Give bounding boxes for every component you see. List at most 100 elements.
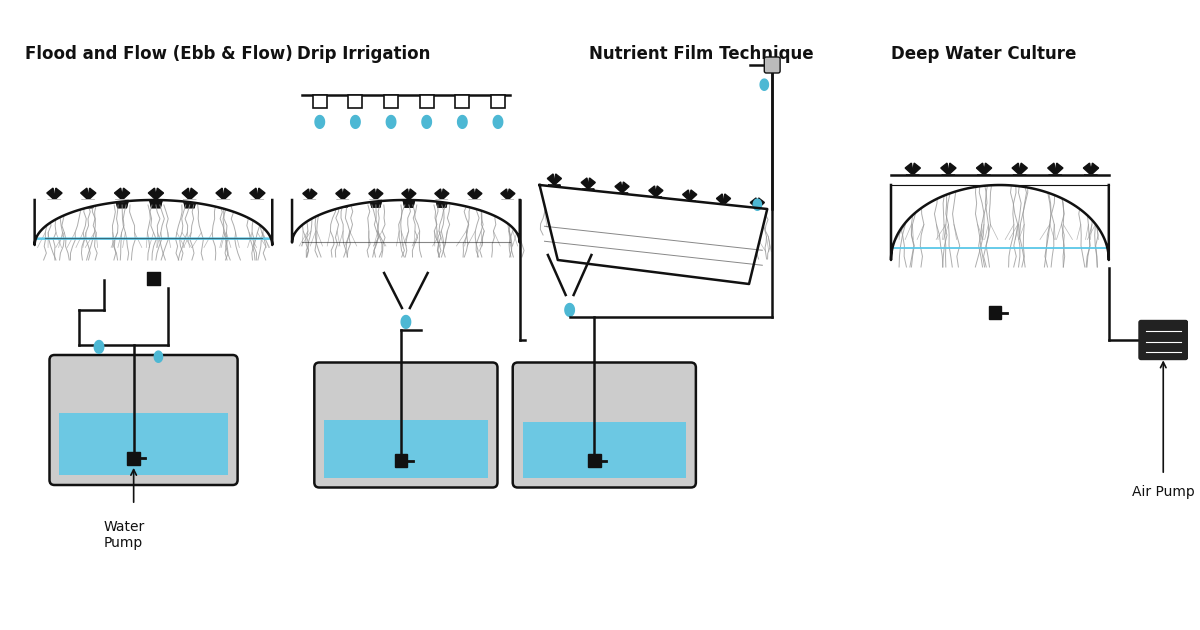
Polygon shape <box>89 188 96 200</box>
Bar <box>989 307 1001 319</box>
Polygon shape <box>614 182 622 193</box>
Polygon shape <box>403 200 415 207</box>
Text: Deep Water Culture: Deep Water Culture <box>890 45 1076 63</box>
Polygon shape <box>468 189 475 200</box>
Polygon shape <box>216 188 223 200</box>
Bar <box>523 422 686 478</box>
Polygon shape <box>47 188 54 200</box>
Polygon shape <box>565 304 575 316</box>
Polygon shape <box>500 189 508 200</box>
Polygon shape <box>442 189 449 200</box>
Polygon shape <box>977 163 984 175</box>
Polygon shape <box>1084 163 1091 175</box>
Polygon shape <box>384 273 427 308</box>
Text: Drip Irrigation: Drip Irrigation <box>298 45 431 63</box>
Polygon shape <box>386 115 396 129</box>
Polygon shape <box>336 189 343 200</box>
Text: Nutrient Film Technique: Nutrient Film Technique <box>589 45 814 63</box>
Polygon shape <box>751 209 763 216</box>
FancyBboxPatch shape <box>764 57 780 73</box>
Polygon shape <box>978 175 990 183</box>
Polygon shape <box>436 200 448 207</box>
Bar <box>456 95 469 108</box>
Polygon shape <box>617 193 628 200</box>
Polygon shape <box>554 174 562 185</box>
Text: Air Pump: Air Pump <box>1132 485 1195 499</box>
Polygon shape <box>1091 163 1099 175</box>
Polygon shape <box>941 163 948 175</box>
Polygon shape <box>217 200 230 208</box>
Polygon shape <box>1020 163 1027 175</box>
FancyBboxPatch shape <box>1139 321 1188 360</box>
Polygon shape <box>409 189 416 200</box>
Polygon shape <box>622 182 629 193</box>
Polygon shape <box>368 189 376 200</box>
Polygon shape <box>760 79 768 90</box>
Bar <box>420 95 433 108</box>
Polygon shape <box>302 189 310 200</box>
Polygon shape <box>548 185 560 192</box>
Polygon shape <box>401 316 410 328</box>
Polygon shape <box>184 200 196 208</box>
Polygon shape <box>316 115 324 129</box>
FancyBboxPatch shape <box>512 362 696 488</box>
Polygon shape <box>54 188 62 200</box>
Polygon shape <box>581 178 588 189</box>
Polygon shape <box>337 200 349 207</box>
Polygon shape <box>304 200 316 207</box>
Polygon shape <box>757 198 764 209</box>
Polygon shape <box>257 188 265 200</box>
Polygon shape <box>48 200 61 208</box>
Bar <box>60 413 228 475</box>
Bar <box>348 95 362 108</box>
Polygon shape <box>716 194 724 205</box>
Polygon shape <box>292 200 520 243</box>
Polygon shape <box>548 255 592 295</box>
FancyBboxPatch shape <box>314 362 498 488</box>
Polygon shape <box>582 189 594 196</box>
Polygon shape <box>469 200 481 207</box>
Polygon shape <box>890 185 1109 260</box>
Polygon shape <box>149 188 156 200</box>
Polygon shape <box>1055 163 1063 175</box>
Polygon shape <box>890 248 1109 260</box>
Polygon shape <box>95 341 103 353</box>
Polygon shape <box>190 188 197 200</box>
Polygon shape <box>122 188 130 200</box>
Polygon shape <box>724 194 731 205</box>
Polygon shape <box>156 188 163 200</box>
Bar <box>491 95 505 108</box>
Polygon shape <box>370 200 382 207</box>
Polygon shape <box>1085 175 1097 183</box>
Bar <box>313 95 326 108</box>
Polygon shape <box>82 200 95 208</box>
Polygon shape <box>948 163 956 175</box>
Polygon shape <box>649 186 656 197</box>
Polygon shape <box>684 201 696 208</box>
Polygon shape <box>502 200 514 207</box>
Polygon shape <box>150 200 162 208</box>
Polygon shape <box>540 185 767 284</box>
Polygon shape <box>457 115 467 129</box>
Polygon shape <box>80 188 89 200</box>
Polygon shape <box>422 115 432 129</box>
Polygon shape <box>683 190 690 201</box>
Text: Water
Pump: Water Pump <box>103 520 144 550</box>
Bar <box>127 452 140 464</box>
Polygon shape <box>493 115 503 129</box>
Polygon shape <box>343 189 350 200</box>
Polygon shape <box>310 189 317 200</box>
Bar <box>324 420 487 478</box>
Polygon shape <box>750 198 757 209</box>
Polygon shape <box>913 163 920 175</box>
Polygon shape <box>690 190 697 201</box>
Polygon shape <box>906 175 919 183</box>
Polygon shape <box>376 189 383 200</box>
Bar <box>395 454 407 467</box>
Polygon shape <box>508 189 515 200</box>
Bar <box>384 95 398 108</box>
Polygon shape <box>547 174 554 185</box>
Polygon shape <box>718 205 730 212</box>
Polygon shape <box>223 188 232 200</box>
Polygon shape <box>35 238 272 245</box>
